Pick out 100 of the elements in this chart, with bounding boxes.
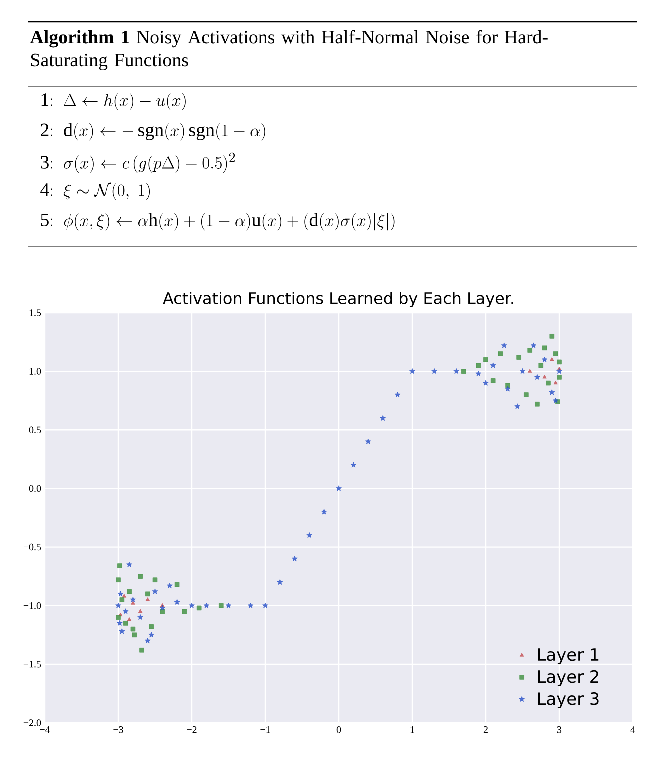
point — [520, 368, 526, 374]
point — [550, 334, 555, 339]
point — [218, 603, 224, 608]
y-tick-label: −1.0 — [24, 602, 42, 610]
point — [490, 378, 496, 384]
point — [462, 369, 466, 374]
point — [119, 628, 126, 634]
y-tick-label: 1.0 — [30, 368, 42, 375]
y-tick-label: −1.5 — [24, 661, 42, 668]
point — [127, 618, 132, 622]
point — [476, 370, 482, 376]
point — [554, 380, 558, 385]
point — [524, 392, 529, 398]
point — [248, 602, 254, 608]
point — [490, 362, 496, 368]
point — [410, 368, 416, 374]
point — [127, 589, 132, 594]
point — [160, 605, 166, 611]
point — [122, 608, 129, 614]
point — [514, 404, 521, 410]
point — [174, 599, 180, 605]
point — [138, 574, 143, 579]
point — [516, 355, 522, 360]
y-tick-label: −0.5 — [24, 544, 42, 551]
point — [505, 386, 511, 392]
point — [528, 348, 532, 353]
point — [538, 363, 544, 368]
x-tick-label: −1 — [260, 726, 270, 734]
point — [365, 438, 372, 444]
text: $\mathrm{1{:}}\;\; \Delta \leftarrow h(x) - u(x)$ — [42, 93, 186, 110]
point — [556, 368, 562, 374]
y-tick-label: 0.5 — [29, 426, 42, 434]
text: $\mathrm{4{:}}\;\; \xi \sim \mathcal{N}(0,\ 1)$ — [40, 182, 150, 200]
y-tick-label: 0.0 — [29, 485, 42, 492]
point — [146, 592, 150, 597]
point — [549, 390, 556, 396]
point — [542, 356, 548, 362]
text: Algorithm 1 Noisy Activations with Half-Normal Noise for Hard-Saturating Functions — [30, 30, 548, 71]
point — [130, 596, 136, 603]
point — [138, 609, 143, 614]
point — [132, 632, 138, 638]
point — [454, 368, 460, 374]
point — [484, 357, 488, 362]
x-tick-label: −2 — [187, 726, 197, 734]
point — [557, 375, 562, 380]
point — [131, 601, 136, 605]
point — [262, 602, 268, 608]
x-tick-label: −4 — [40, 726, 50, 734]
point — [226, 602, 232, 608]
point — [146, 598, 150, 602]
point — [118, 591, 124, 597]
point — [122, 594, 126, 598]
y-tick-label: 1.5 — [30, 310, 42, 316]
x-tick-label: 2 — [484, 726, 488, 734]
point — [116, 615, 121, 620]
point — [144, 638, 151, 644]
point — [116, 602, 122, 608]
legend-label: Layer 3 — [538, 692, 599, 709]
point — [394, 392, 401, 398]
point — [130, 626, 136, 632]
point — [196, 606, 202, 611]
point — [148, 632, 154, 638]
point — [152, 588, 158, 594]
point — [432, 368, 438, 374]
point — [535, 402, 540, 407]
point — [189, 602, 195, 608]
point — [123, 621, 128, 626]
point — [118, 564, 122, 568]
point — [542, 346, 548, 351]
point — [277, 579, 284, 585]
point — [534, 374, 540, 380]
point — [140, 648, 144, 653]
point — [174, 582, 180, 588]
point — [552, 398, 559, 404]
point — [152, 578, 158, 582]
point — [553, 352, 558, 356]
point — [483, 380, 489, 386]
point — [542, 375, 547, 379]
point — [167, 582, 173, 588]
point — [182, 609, 188, 614]
x-tick-label: 1 — [410, 726, 414, 734]
point — [528, 369, 532, 373]
point — [321, 509, 328, 515]
point — [380, 415, 386, 421]
point — [476, 363, 482, 368]
point — [117, 620, 123, 626]
point — [292, 556, 298, 562]
point — [149, 624, 154, 630]
x-tick-label: 3 — [557, 726, 562, 734]
legend-label: Layer 1 — [538, 648, 599, 664]
text: $\mathrm{2{:}}\;\; \mathrm{d}(x) \leftarrow -\,\mathrm{sgn}(x)\,\mathrm{sgn}(1-\alpha)$ — [41, 123, 266, 141]
point — [546, 380, 551, 386]
chart-title: Activation Functions Learned by Each Layer. — [163, 292, 514, 308]
point — [120, 598, 125, 602]
point — [501, 342, 508, 348]
text: $\mathrm{3{:}}\;\; \sigma(x) \leftarrow c\,(g(p\Delta) - 0.5)^2$ — [41, 152, 236, 174]
legend-label: Layer 2 — [538, 670, 598, 686]
point — [350, 462, 357, 468]
x-tick-label: −3 — [114, 726, 124, 734]
x-tick-label: 0 — [336, 726, 342, 734]
